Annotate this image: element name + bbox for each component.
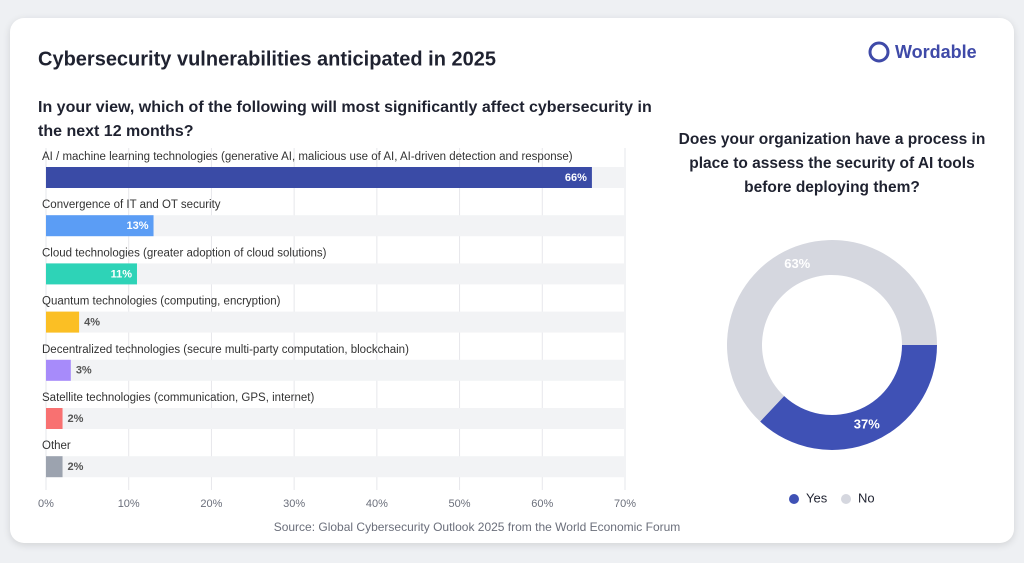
bar-track	[46, 456, 625, 478]
legend-marker	[841, 494, 851, 504]
bar-track	[46, 215, 625, 237]
source: Source: Global Cybersecurity Outlook 202…	[274, 520, 681, 534]
value-label: 63%	[784, 256, 810, 271]
value-label: 2%	[68, 413, 84, 425]
bar	[46, 215, 154, 237]
donut-segment	[727, 240, 938, 422]
legend-marker	[789, 494, 799, 504]
category-label: Convergence of IT and OT security	[42, 199, 221, 211]
brand: Wordable	[895, 42, 977, 62]
category-label: Cloud technologies (greater adoption of …	[42, 247, 327, 259]
x-tick-label: 50%	[449, 498, 471, 510]
legend-label: Yes	[806, 490, 828, 505]
x-tick-label: 0%	[38, 498, 54, 510]
x-tick-label: 30%	[283, 498, 305, 510]
x-tick-label: 60%	[531, 498, 553, 510]
value-label: 66%	[565, 172, 587, 184]
brand-logo	[868, 41, 890, 63]
bar	[46, 167, 592, 188]
bar-track	[46, 408, 625, 429]
donut-segment	[760, 345, 937, 451]
x-tick-label: 20%	[200, 498, 222, 510]
bar	[46, 456, 63, 478]
legend-label: No	[858, 490, 875, 505]
value-label: 13%	[126, 220, 148, 232]
bar-chart-title: In your view, which of the following wil…	[38, 99, 652, 140]
page-title: Cybersecurity vulnerabilities anticipate…	[38, 48, 496, 70]
bar-track	[46, 359, 625, 381]
category-label: Satellite technologies (communication, G…	[42, 392, 314, 404]
value-label: 3%	[76, 365, 92, 377]
value-label: 11%	[111, 268, 133, 280]
category-label: Decentralized technologies (secure multi…	[42, 344, 409, 356]
bar	[46, 359, 71, 381]
value-label: 37%	[854, 417, 880, 432]
category-label: Quantum technologies (computing, encrypt…	[42, 296, 281, 308]
bar	[46, 311, 80, 333]
value-label: 4%	[84, 317, 100, 329]
x-tick-label: 40%	[366, 498, 388, 510]
bar-track	[46, 311, 625, 333]
value-label: 2%	[68, 461, 84, 473]
category-label: AI / machine learning technologies (gene…	[42, 151, 573, 163]
donut-chart-title: Does your organization have a process in…	[678, 131, 986, 196]
x-tick-label: 70%	[614, 498, 636, 510]
category-label: Other	[42, 440, 71, 452]
bar	[46, 408, 63, 429]
bar	[46, 263, 137, 285]
bar-track	[46, 263, 625, 285]
x-tick-label: 10%	[118, 498, 140, 510]
